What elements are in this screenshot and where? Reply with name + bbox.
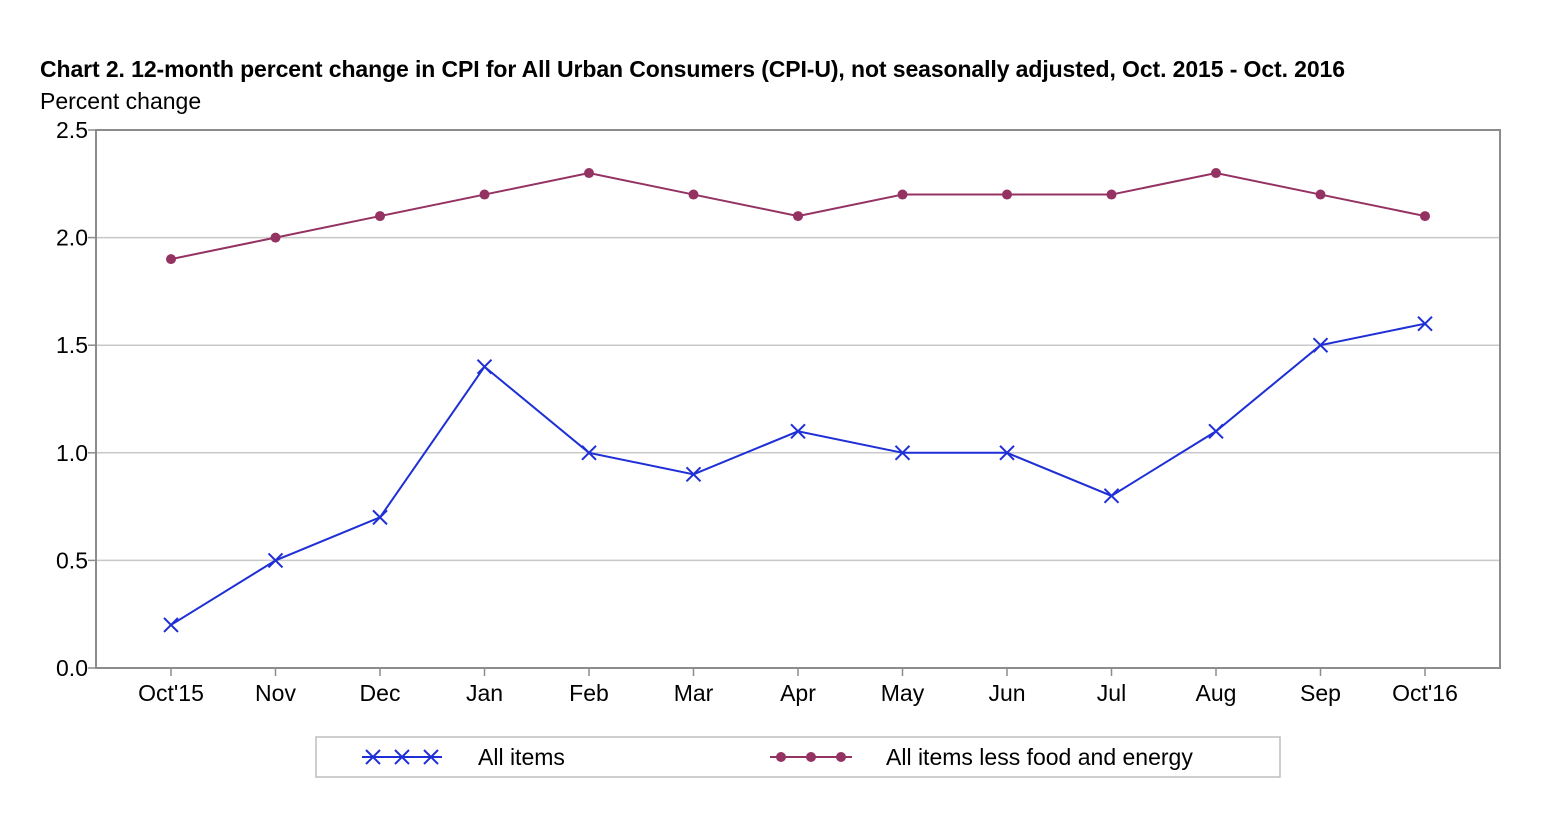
y-tick-label: 1.5 — [56, 332, 88, 358]
data-point-x-marker — [999, 445, 1015, 461]
y-tick-label: 2.0 — [56, 225, 88, 251]
y-tick-label: 2.5 — [56, 117, 88, 143]
data-point-x-marker — [1103, 488, 1120, 504]
data-point-circle-marker — [1106, 189, 1117, 200]
x-tick-label: Jun — [988, 680, 1025, 706]
data-point-x-marker — [372, 509, 388, 526]
x-tick-label: Mar — [674, 680, 714, 706]
data-point-x-marker — [1312, 337, 1329, 353]
data-point-x-marker — [267, 552, 284, 569]
data-point-circle-marker — [793, 211, 803, 222]
legend-item: All items less food and energy — [770, 744, 1193, 770]
legend-item: All items — [362, 744, 565, 770]
legend-circle-marker — [806, 752, 816, 762]
y-tick-label: 0.0 — [56, 655, 88, 681]
legend-x-marker — [365, 749, 381, 765]
data-point-circle-marker — [270, 232, 281, 243]
legend-frame — [315, 736, 1281, 778]
series-2 — [166, 168, 1430, 265]
data-point-circle-marker — [897, 189, 908, 200]
series-line — [170, 322, 1426, 626]
data-point-circle-marker — [375, 211, 385, 222]
series-1 — [163, 315, 1433, 633]
y-tick-label: 0.5 — [56, 547, 88, 573]
x-tick-label: Oct'16 — [1392, 680, 1458, 706]
legend-circle-marker — [776, 752, 786, 762]
x-axis: Oct'15 Nov Dec Jan Feb Mar Apr May Jun Jul Aug Sep O… — [138, 668, 1458, 706]
y-axis: 0.0 0.5 1.0 1.5 2.0 2.5 — [56, 117, 96, 681]
data-point-x-marker — [581, 445, 597, 461]
grid-lines — [96, 236, 1500, 562]
x-tick-label: Jul — [1097, 680, 1126, 706]
data-point-circle-marker — [479, 189, 490, 200]
x-tick-label: Nov — [255, 680, 296, 706]
x-tick-label: Dec — [360, 680, 401, 706]
x-tick-label: Sep — [1300, 680, 1341, 706]
data-point-x-marker — [163, 617, 179, 633]
legend-circle-marker — [836, 752, 846, 762]
data-point-circle-marker — [688, 189, 699, 200]
y-tick-label: 1.0 — [56, 440, 88, 466]
x-tick-label: Jan — [466, 680, 503, 706]
legend-x-marker — [394, 749, 410, 765]
data-point-x-marker — [894, 445, 911, 461]
data-point-x-marker — [1417, 315, 1433, 332]
data-point-circle-marker — [584, 168, 594, 179]
data-point-x-marker — [790, 423, 806, 439]
data-point-circle-marker — [1002, 189, 1012, 200]
plot-frame — [95, 129, 1501, 669]
series-layer — [163, 168, 1433, 633]
legend-label: All items less food and energy — [886, 744, 1193, 770]
data-point-x-marker — [685, 466, 702, 483]
data-point-circle-marker — [166, 254, 176, 265]
data-point-circle-marker — [1420, 211, 1430, 222]
chart-subtitle: Percent change — [40, 88, 202, 114]
data-point-x-marker — [1208, 423, 1224, 439]
x-tick-label: May — [881, 680, 925, 706]
legend: All items All items less food and energy — [315, 736, 1281, 778]
chart-title: Chart 2. 12-month percent change in CPI … — [40, 56, 1345, 82]
x-tick-label: Oct'15 — [138, 680, 204, 706]
legend-x-marker — [423, 749, 439, 765]
data-point-x-marker — [476, 359, 493, 375]
legend-label: All items — [478, 744, 565, 770]
data-point-circle-marker — [1211, 168, 1221, 179]
data-point-circle-marker — [1315, 189, 1326, 200]
x-tick-label: Apr — [780, 680, 816, 706]
x-tick-label: Aug — [1196, 680, 1237, 706]
x-tick-label: Feb — [569, 680, 609, 706]
